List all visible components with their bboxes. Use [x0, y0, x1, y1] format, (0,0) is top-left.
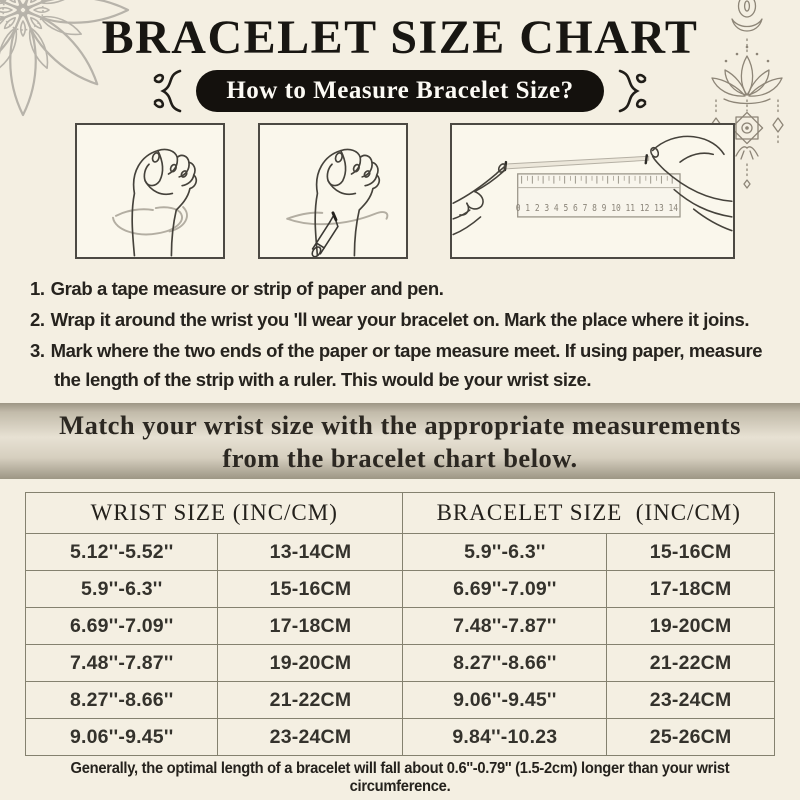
bracelet-inches-cell: 9.06''-9.45'' — [402, 681, 608, 719]
wrist-cm-cell: 23-24CM — [217, 718, 404, 756]
footer-note: Generally, the optimal length of a brace… — [0, 760, 800, 796]
flourish-left-icon — [154, 69, 182, 113]
bracelet-cm-cell: 19-20CM — [606, 607, 775, 645]
wrist-cm-cell: 17-18CM — [217, 607, 404, 645]
instruction-number: 2. — [30, 309, 45, 330]
instruction-text: Mark where the two ends of the paper or … — [50, 340, 763, 390]
wrist-inches-cell: 9.06''-9.45'' — [24, 718, 219, 756]
wrist-cm-cell: 19-20CM — [217, 644, 404, 682]
step3-illustration-box: 0 1 2 3 4 5 6 7 8 9 10 11 12 13 14 — [450, 123, 735, 259]
wrist-inches-cell: 6.69''-7.09'' — [24, 607, 219, 645]
match-size-banner: Match your wrist size with the appropria… — [0, 403, 800, 479]
wrist-cm-cell: 13-14CM — [217, 533, 404, 571]
wrist-inches-cell: 5.9''-6.3'' — [24, 570, 219, 608]
step1-illustration-box — [75, 123, 225, 259]
instruction-number: 3. — [30, 340, 45, 361]
wrist-size-header: WRIST SIZE (INC/CM) — [24, 492, 404, 534]
table-row: 5.9''-6.3'' 15-16CM 6.69''-7.09'' 17-18C… — [24, 570, 775, 608]
table-row: 6.69''-7.09'' 17-18CM 7.48''-7.87'' 19-2… — [24, 607, 775, 645]
table-row: 9.06''-9.45'' 23-24CM 9.84''-10.23 25-26… — [24, 718, 775, 756]
ruler-numbers: 0 1 2 3 4 5 6 7 8 9 10 11 12 13 14 — [516, 203, 679, 214]
bracelet-inches-cell: 9.84''-10.23 — [402, 718, 608, 756]
instruction-step-3: 3. Mark where the two ends of the paper o… — [30, 336, 784, 394]
step2-illustration-box — [258, 123, 408, 259]
banner-line-1: Match your wrist size with the appropria… — [59, 410, 741, 440]
wrist-inches-cell: 5.12''-5.52'' — [24, 533, 219, 571]
how-to-measure-pill: How to Measure Bracelet Size? — [196, 70, 604, 112]
wrist-inches-cell: 7.48''-7.87'' — [24, 644, 219, 682]
wrist-inches-cell: 8.27''-8.66'' — [24, 681, 219, 719]
table-header-row: WRIST SIZE (INC/CM) BRACELET SIZE (INC/C… — [24, 492, 775, 534]
wrist-cm-cell: 21-22CM — [217, 681, 404, 719]
footer-note-text: Generally, the optimal length of a brace… — [70, 760, 730, 795]
banner-line-2: from the bracelet chart below. — [222, 443, 578, 473]
bracelet-cm-cell: 21-22CM — [606, 644, 775, 682]
table-row: 7.48''-7.87'' 19-20CM 8.27''-8.66'' 21-2… — [24, 644, 775, 682]
lotus-ornament-icon — [710, 0, 784, 189]
mandala-flower-icon — [0, 0, 130, 117]
bracelet-cm-cell: 17-18CM — [606, 570, 775, 608]
page-title: BRACELET SIZE CHART — [101, 11, 699, 64]
bracelet-inches-cell: 8.27''-8.66'' — [402, 644, 608, 682]
bracelet-inches-cell: 7.48''-7.87'' — [402, 607, 608, 645]
instruction-text: Grab a tape measure or strip of paper an… — [50, 278, 444, 299]
size-chart-table: WRIST SIZE (INC/CM) BRACELET SIZE (INC/C… — [24, 492, 775, 756]
instructions-list: 1. Grab a tape measure or strip of paper … — [30, 274, 784, 396]
bracelet-cm-cell: 15-16CM — [606, 533, 775, 571]
wrap-wrist-illustration — [112, 148, 198, 257]
table-row: 8.27''-8.66'' 21-22CM 9.06''-9.45'' 23-2… — [24, 681, 775, 719]
flourish-right-icon — [618, 69, 646, 113]
bracelet-cm-cell: 25-26CM — [606, 718, 775, 756]
subtitle-row: How to Measure Bracelet Size? — [0, 68, 800, 114]
bracelet-inches-cell: 5.9''-6.3'' — [402, 533, 608, 571]
bracelet-inches-cell: 6.69''-7.09'' — [402, 570, 608, 608]
mark-wrist-illustration — [286, 148, 389, 257]
table-row: 5.12''-5.52'' 13-14CM 5.9''-6.3'' 15-16C… — [24, 533, 775, 571]
instruction-step-1: 1. Grab a tape measure or strip of paper … — [30, 274, 784, 303]
bracelet-cm-cell: 23-24CM — [606, 681, 775, 719]
ruler-measure-illustration: 0 1 2 3 4 5 6 7 8 9 10 11 12 13 14 — [452, 135, 733, 236]
wrist-cm-cell: 15-16CM — [217, 570, 404, 608]
bracelet-size-header: BRACELET SIZE (INC/CM) — [402, 492, 775, 534]
instruction-step-2: 2. Wrap it around the wrist you 'll wear … — [30, 305, 784, 334]
instruction-number: 1. — [30, 278, 45, 299]
instruction-text: Wrap it around the wrist you 'll wear yo… — [50, 309, 750, 330]
